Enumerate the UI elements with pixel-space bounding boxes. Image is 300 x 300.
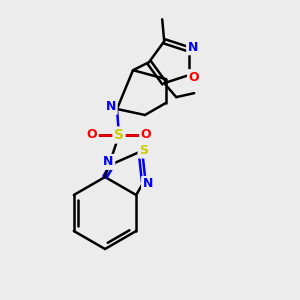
Text: N: N: [106, 100, 116, 113]
Text: N: N: [142, 177, 153, 190]
Text: O: O: [141, 128, 151, 140]
Text: S: S: [114, 128, 124, 142]
Text: N: N: [188, 41, 198, 54]
Text: O: O: [87, 128, 97, 140]
Text: O: O: [188, 70, 199, 84]
Text: S: S: [139, 144, 148, 157]
Text: N: N: [103, 155, 114, 168]
